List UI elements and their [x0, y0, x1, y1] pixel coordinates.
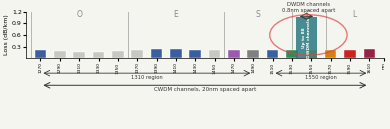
Text: 1550 region: 1550 region [305, 75, 337, 80]
Bar [209, 50, 220, 58]
Text: 1310 region: 1310 region [131, 75, 163, 80]
Text: S: S [256, 10, 261, 19]
Bar [93, 52, 105, 58]
Bar [325, 50, 337, 58]
Bar [112, 51, 124, 58]
Bar [151, 49, 162, 58]
Bar [190, 50, 201, 58]
Bar [344, 50, 356, 58]
Text: CWDM channels, 20nm spaced apart: CWDM channels, 20nm spaced apart [154, 87, 256, 92]
Text: Up to 88
DWDM channels: Up to 88 DWDM channels [302, 18, 311, 58]
Bar [286, 50, 298, 58]
Y-axis label: Loss (dB/km): Loss (dB/km) [4, 15, 9, 55]
Bar [248, 50, 259, 58]
Text: E: E [174, 10, 178, 19]
Text: DWDM channels
0.8nm spaced apart: DWDM channels 0.8nm spaced apart [282, 2, 335, 13]
Bar [170, 49, 182, 58]
Bar [305, 50, 317, 58]
Bar [73, 52, 85, 58]
Text: O: O [76, 10, 82, 19]
Bar [296, 18, 317, 58]
Bar [35, 50, 46, 58]
Bar [228, 50, 240, 58]
Bar [131, 50, 143, 58]
Text: L: L [353, 10, 357, 19]
Bar [363, 49, 375, 58]
Text: C: C [306, 10, 311, 19]
Bar [54, 51, 66, 58]
Bar [267, 50, 278, 58]
